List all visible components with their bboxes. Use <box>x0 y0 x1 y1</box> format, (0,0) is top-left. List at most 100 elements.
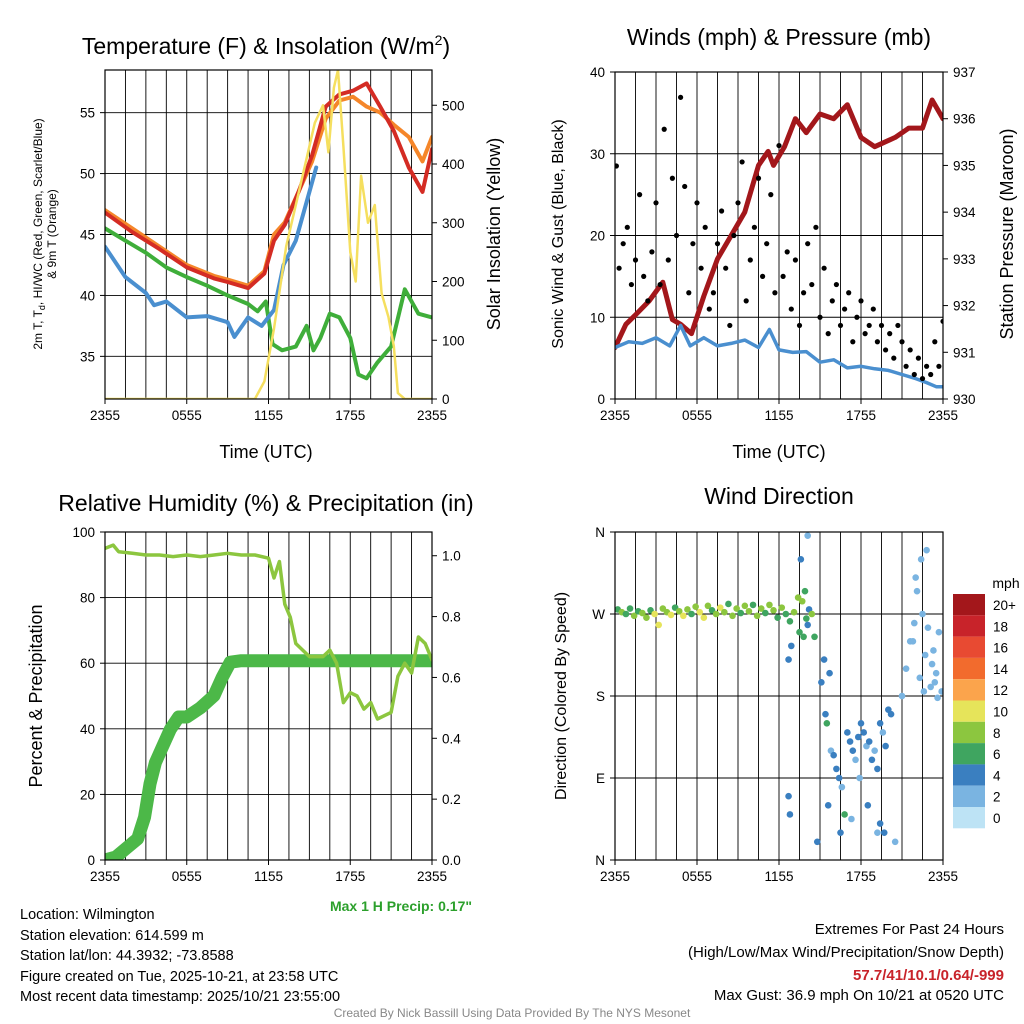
wind-direction-point <box>721 608 728 616</box>
wind-direction-point <box>770 607 777 614</box>
wind-gust-point <box>710 290 717 296</box>
wind-gust-point <box>837 322 844 329</box>
wind-series-line-1 <box>615 323 943 389</box>
temperature-title: Temperature (F) & Insolation (W/m2) <box>82 32 450 59</box>
wind-title: Winds (mph) & Pressure (mb) <box>627 24 931 50</box>
extremes-box: Extremes For Past 24 Hours (High/Low/Max… <box>688 918 1004 1004</box>
temp-xtick-label: 2355 <box>90 408 120 423</box>
wind-direction-point <box>854 733 862 741</box>
wind-gust-point <box>813 224 819 230</box>
figure-created: Figure created on Tue, 2025-10-21, at 23… <box>20 968 339 985</box>
wind-gust-point <box>694 200 700 206</box>
wind-gust-point <box>706 306 712 312</box>
wind-direction-point <box>684 606 691 613</box>
temperature-panel: Temperature (F) & Insolation (W/m2) Time… <box>31 32 504 462</box>
rh-xtick-label: 1755 <box>335 869 365 884</box>
wind-gust-point <box>883 347 889 353</box>
station-location: Location: Wilmington <box>20 907 155 923</box>
temp-xtick-label: 0555 <box>172 408 202 423</box>
wdir-plot-area: 2355 0555 1155 1755 2355NESWN20+181614121086… <box>592 525 1016 884</box>
wind-panel: Winds (mph) & Pressure (mb) Time (UTC) S… <box>550 24 1017 462</box>
temp-xtick-label: 2355 <box>417 408 447 423</box>
wdir-xtick-label: 1755 <box>846 869 876 884</box>
wind-direction-point <box>818 679 825 686</box>
colorbar-swatch <box>953 764 985 786</box>
wind-gust-point <box>751 224 758 230</box>
wind-direction-point <box>909 638 917 645</box>
wind-gust-point <box>842 306 848 312</box>
station-elevation: Station elevation: 614.599 m <box>20 927 204 944</box>
wind-gust-point <box>940 318 943 324</box>
wdir-ytick-label: S <box>596 689 605 704</box>
wind-direction-ylabel: Direction (Colored By Speed) <box>553 592 570 800</box>
temp-ytick-label: 45 <box>80 228 95 243</box>
wind-direction-point <box>887 710 895 718</box>
temp-y2tick-label: 400 <box>442 157 465 172</box>
wind-gust-point <box>620 241 626 247</box>
wind-direction-point <box>913 587 921 595</box>
wdir-xtick-label: 1155 <box>764 869 793 884</box>
wdir-ytick-label: N <box>595 525 605 540</box>
rh-ytick-label: 100 <box>72 525 95 540</box>
wind-gust-point <box>682 183 688 190</box>
wind-direction-point <box>745 607 753 615</box>
wind-gust-point <box>772 290 778 296</box>
rh-y2tick-label: 0.4 <box>442 731 461 746</box>
wind-gust-point <box>874 339 881 345</box>
extremes-values: 57.7/41/10.1/0.64/-999 <box>853 967 1004 984</box>
wind-direction-point <box>688 610 695 618</box>
wind-gust-point <box>645 298 651 304</box>
wind-direction-point <box>879 729 887 736</box>
wind-direction-point <box>753 612 761 620</box>
wind-direction-point <box>808 610 816 618</box>
wind-gust-point <box>760 273 766 279</box>
wind-direction-point <box>788 642 795 650</box>
temp-y2tick-label: 300 <box>442 216 465 231</box>
chart-marks: 2355 0555 1155 1755 235535404550550100200300… <box>72 65 1016 884</box>
extremes-subtitle: (High/Low/Max Wind/Precipitation/Snow De… <box>688 944 1004 961</box>
wind-gust-point <box>669 175 676 181</box>
colorbar-label: 10 <box>993 705 1008 720</box>
wind-gust-point <box>915 355 922 361</box>
wind-gust-point <box>788 306 794 312</box>
wind-plot-area: 2355 0555 1155 1755 235501020304093093193293… <box>590 65 976 423</box>
wind-direction-point <box>786 617 794 625</box>
wind-direction-point <box>704 602 712 610</box>
wind-direction-point <box>797 556 805 563</box>
temp-y2tick-label: 0 <box>442 392 450 407</box>
humidity-ylabel: Percent & Precipitation <box>26 604 46 787</box>
wind-gust-point <box>928 371 934 378</box>
wind-gust-point <box>817 314 823 320</box>
wind-ytick-label: 20 <box>590 229 605 244</box>
wind-y2tick-label: 932 <box>953 299 976 314</box>
wind-direction-point <box>924 624 932 631</box>
temperature-ylabel-right: Solar Insolation (Yellow) <box>484 138 504 330</box>
wind-direction-point <box>796 628 803 636</box>
wind-direction-point <box>786 811 794 818</box>
wind-gust-point <box>632 257 639 263</box>
colorbar-swatch <box>953 700 985 722</box>
wind-xtick-label: 2355 <box>600 408 630 423</box>
wind-gust-point <box>833 281 840 288</box>
wind-gust-point <box>846 290 852 296</box>
rh-y2tick-label: 0.6 <box>442 670 461 685</box>
wind-direction-point <box>935 628 943 636</box>
wind-direction-point <box>725 600 732 608</box>
wind-direction-point <box>919 610 926 618</box>
rh-xtick-label: 2355 <box>90 869 120 884</box>
wind-gust-point <box>714 241 721 247</box>
rh-xtick-label: 2355 <box>417 869 447 884</box>
wind-direction-point <box>898 692 906 700</box>
temp-plot-area: 2355 0555 1155 1755 2355 35 40 45 50 55 0 100 200 300… <box>80 69 465 423</box>
wind-direction-point <box>846 738 854 745</box>
colorbar-swatch <box>953 807 985 829</box>
wind-gust-point <box>735 200 741 206</box>
rh-ytick-label: 60 <box>80 656 95 671</box>
wind-gust-point <box>657 281 663 288</box>
colorbar-swatch <box>953 615 985 637</box>
wind-direction-point <box>716 604 724 611</box>
recent-data-timestamp: Most recent data timestamp: 2025/10/21 2… <box>20 989 341 1005</box>
wind-gust-point <box>615 163 619 169</box>
wind-direction-point <box>841 811 848 818</box>
wind-direction-point <box>798 597 806 605</box>
